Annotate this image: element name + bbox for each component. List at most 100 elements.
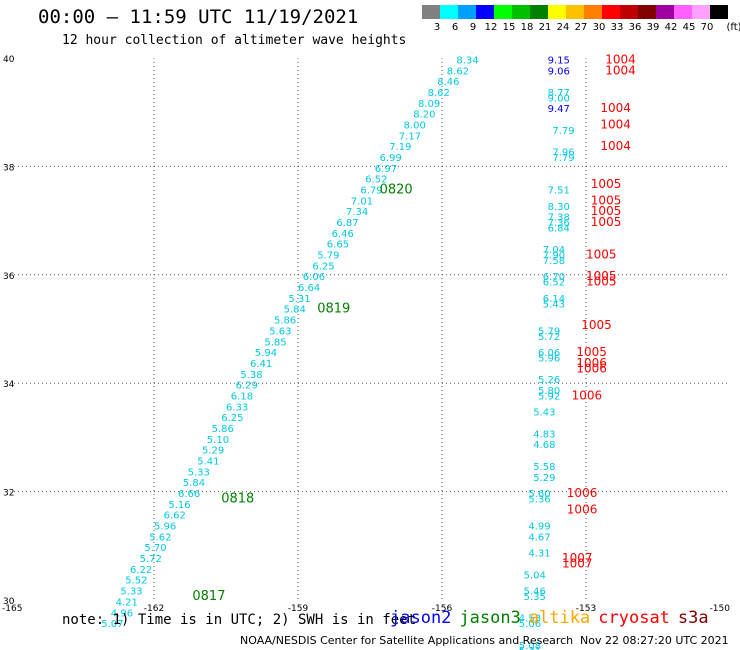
- color-scale-label: 3: [433, 22, 441, 33]
- footer-note: note: 1) Time is in UTC; 2) SWH is in fe…: [62, 612, 417, 628]
- swh-label: 5.35: [524, 592, 546, 603]
- swh-label: 6.99: [380, 153, 402, 164]
- color-scale-label: 6: [451, 22, 459, 33]
- swh-label: 6.22: [130, 565, 152, 576]
- swh-label: 8.34: [456, 55, 478, 66]
- swh-label: 6.65: [327, 240, 349, 251]
- lon-tick-label: -162: [144, 604, 164, 614]
- swh-label: 5.16: [168, 500, 190, 511]
- axis-tick-labels: 40 38 36 34 32 30-165 -162 -159 -156 -153 -150: [2, 55, 730, 614]
- color-scale-label: 9: [469, 22, 477, 33]
- swh-label: 5.43: [543, 299, 565, 310]
- pressure-label: 1006: [572, 388, 603, 402]
- swh-label: 5.96: [538, 354, 560, 365]
- color-scale-label: 24: [556, 22, 570, 33]
- swh-label: 7.17: [399, 131, 421, 142]
- swh-label: 6.33: [226, 402, 248, 413]
- swh-label: 4.83: [533, 429, 555, 440]
- grid-lines: [10, 58, 730, 600]
- pressure-label: 1005: [591, 215, 622, 229]
- lat-tick-label: 40: [3, 55, 15, 65]
- swh-label: 7.96: [552, 148, 574, 159]
- swh-label: 4.53: [519, 614, 541, 625]
- legend-item-s3a: s3a: [677, 608, 709, 628]
- color-scale-label: 33: [610, 22, 624, 33]
- swh-label: 6.66: [178, 489, 200, 500]
- color-scale-swatch: [512, 5, 530, 19]
- pressure-label: 1006: [576, 361, 607, 375]
- swh-label: 7.58: [543, 256, 565, 267]
- pressure-label: 1005: [591, 204, 622, 218]
- swh-label: 6.52: [543, 278, 565, 289]
- swh-label: 6.25: [312, 261, 334, 272]
- swh-label: 5.96: [154, 522, 176, 533]
- swh-label: 5.43: [533, 408, 555, 419]
- lat-tick-label: 30: [3, 597, 15, 607]
- pressure-label: 1004: [605, 52, 636, 66]
- color-scale-label: 30: [592, 22, 606, 33]
- time-label: 0820: [380, 183, 413, 198]
- swh-label: 9.06: [548, 66, 570, 77]
- color-scale-swatch: [602, 5, 620, 19]
- swh-label: 6.52: [365, 175, 387, 186]
- swh-label: 5.36: [528, 494, 550, 505]
- swh-label: 8.00: [404, 120, 426, 131]
- swh-label: 6.84: [548, 223, 570, 234]
- swh-label: 6.79: [360, 186, 382, 197]
- legend-item-altika: altika: [528, 608, 591, 628]
- swh-label: 9.47: [548, 104, 570, 115]
- swh-label: 5.80: [538, 386, 560, 397]
- lon-tick-label: -165: [2, 604, 22, 614]
- swh-label: 5.10: [207, 435, 229, 446]
- color-scale-label: 42: [664, 22, 678, 33]
- swh-label: 4.21: [116, 597, 138, 608]
- pressure-label: 1005: [586, 275, 617, 289]
- swh-label: 5.86: [212, 424, 234, 435]
- color-scale-swatch: [494, 5, 512, 19]
- pressure-label: 1007: [562, 551, 593, 565]
- pressure-label: 1005: [576, 345, 607, 359]
- swh-label: 7.90: [543, 251, 565, 262]
- swh-label: 5.79: [317, 251, 339, 262]
- swh-label: 5.31: [519, 646, 541, 650]
- swh-label: 6.87: [336, 218, 358, 229]
- color-scale-swatch: [638, 5, 656, 19]
- swh-label: 6.62: [164, 511, 186, 522]
- swh-label: 5.26: [538, 375, 560, 386]
- swh-label: 8.09: [418, 99, 440, 110]
- swh-label: 5.33: [120, 587, 142, 598]
- color-scale-swatch: [710, 5, 728, 19]
- swh-label: 5.06: [519, 619, 541, 630]
- swh-label: 5.08: [519, 641, 541, 650]
- swh-label: 5.31: [288, 294, 310, 305]
- color-scale-swatch: [656, 5, 674, 19]
- swh-label: 7.79: [552, 153, 574, 164]
- swh-label: 9.15: [548, 55, 570, 66]
- color-scale-label: 45: [682, 22, 696, 33]
- color-scale-swatch: [674, 5, 692, 19]
- pressure-label: 1004: [600, 101, 631, 115]
- pressure-label: 1005: [586, 248, 617, 262]
- swh-label: 6.25: [221, 413, 243, 424]
- swh-label: 7.38: [548, 213, 570, 224]
- color-scale-swatch: [548, 5, 566, 19]
- pressure-label: 1005: [591, 177, 622, 191]
- swh-label: 5.29: [533, 473, 555, 484]
- color-scale-label: 36: [628, 22, 642, 33]
- map-border: [9, 57, 731, 601]
- color-scale-label: 21: [538, 22, 552, 33]
- map-title: 00:00 – 11:59 UTC 11/19/2021: [38, 6, 359, 28]
- swh-label: 5.04: [524, 570, 546, 581]
- swh-label: 8.30: [548, 202, 570, 213]
- pressure-label: 1004: [605, 63, 636, 77]
- pressure-label: 1004: [600, 117, 631, 131]
- swh-label: 4.68: [533, 440, 555, 451]
- legend-item-jason3: jason3: [459, 608, 521, 628]
- swh-label: 5.85: [264, 337, 286, 348]
- lat-tick-label: 34: [3, 380, 15, 390]
- swh-label: 8.62: [447, 66, 469, 77]
- color-scale-unit: (ft): [726, 22, 740, 33]
- swh-label: 6.18: [231, 391, 253, 402]
- lat-tick-label: 32: [3, 489, 14, 499]
- swh-label: 8.77: [548, 88, 570, 99]
